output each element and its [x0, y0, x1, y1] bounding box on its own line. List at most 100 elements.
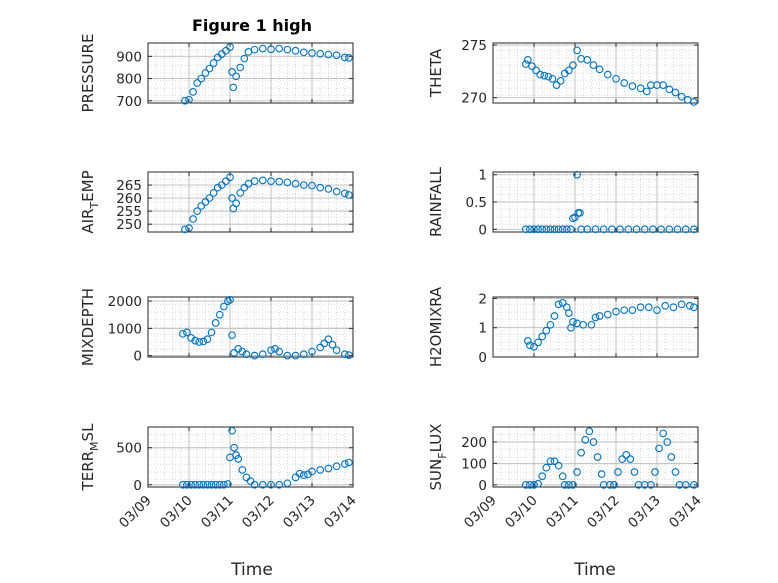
data-point [228, 194, 236, 202]
data-point [230, 443, 238, 452]
data-series [521, 46, 698, 106]
data-point [630, 468, 639, 476]
minor-grid [492, 297, 699, 357]
figure-title: Figure 1 high [192, 16, 312, 35]
y-tick-label: 250 [116, 217, 142, 233]
data-point [610, 481, 618, 489]
data-point [308, 49, 316, 57]
data-point [215, 310, 224, 319]
data-point [554, 225, 563, 234]
data-point [332, 187, 341, 196]
data-point [618, 455, 627, 463]
data-point [189, 215, 197, 223]
data-point [548, 74, 557, 83]
y-tick-label: 0 [478, 350, 487, 366]
subplot-terr-msl: 0 500 TERRMSL 03/09 03/10 03/11 03/12 03/13 03/1… [79, 423, 360, 531]
data-point [644, 303, 653, 312]
data-point [211, 480, 220, 489]
data-point [569, 318, 577, 326]
data-point [291, 179, 300, 188]
data-point [203, 480, 212, 489]
data-point [236, 63, 245, 72]
y-tick-label: 0 [478, 222, 487, 238]
data-point [345, 54, 353, 62]
data-point [538, 472, 547, 481]
data-point [534, 338, 542, 347]
data-point [669, 303, 678, 312]
data-point [340, 189, 349, 198]
subplot-theta: 270 275 THETA [427, 38, 699, 107]
data-point [534, 479, 542, 488]
data-point [324, 185, 333, 193]
data-point [659, 429, 668, 438]
data-point [665, 85, 674, 94]
y-axis-label-main: MIXDEPTH [79, 288, 97, 366]
data-point [222, 177, 230, 185]
y-axis-label-subscript: M [88, 441, 101, 451]
data-point [681, 225, 690, 234]
data-point [316, 49, 325, 58]
y-tick-label: 0.5 [466, 195, 487, 211]
x-tick-label: 03/10 [502, 493, 541, 532]
data-point [636, 303, 645, 312]
data-point [655, 444, 663, 453]
data-point [234, 455, 243, 463]
data-point [620, 79, 629, 87]
axes-box [492, 426, 699, 488]
data-point [332, 51, 341, 60]
data-point [195, 338, 204, 346]
data-point [187, 480, 195, 489]
data-point [573, 46, 581, 55]
minor-grid [492, 43, 699, 103]
subplot-h2omixra: 0 1 2 H2OMIXRA [427, 286, 699, 367]
data-point [189, 88, 197, 96]
y-tick-label: 800 [116, 72, 142, 88]
y-axis-label-suffix: LUX [427, 424, 445, 453]
data-point [193, 79, 202, 87]
data-point [526, 225, 534, 234]
data-point [603, 70, 612, 79]
data-point [228, 68, 236, 76]
data-point [589, 438, 598, 446]
data-point [207, 328, 216, 337]
data-point [685, 301, 694, 310]
major-grid [148, 427, 353, 487]
data-point [546, 320, 555, 329]
data-point [626, 455, 635, 463]
y-tick-label: 0 [133, 478, 142, 494]
y-tick-label: 0 [478, 478, 487, 494]
data-point [583, 55, 592, 64]
x-tick-label: 03/10 [157, 493, 196, 532]
data-point [530, 225, 538, 234]
data-point [554, 461, 563, 470]
data-series [179, 426, 353, 489]
data-point [632, 225, 641, 234]
data-point [569, 481, 577, 489]
subplot-grid: 700 800 900 PRESSURE 270 275 THETA 250255260265… [79, 34, 705, 532]
major-grid [493, 43, 698, 103]
data-point [536, 70, 545, 79]
y-axis-label: H2OMIXRA [427, 286, 445, 367]
y-tick-label: 0 [133, 349, 142, 365]
data-point [332, 346, 341, 355]
data-point [332, 462, 341, 471]
data-point [521, 225, 530, 234]
x-tick-label: 03/11 [198, 493, 237, 532]
data-point [275, 480, 284, 489]
data-point [640, 225, 649, 234]
data-point [211, 319, 220, 327]
data-point [230, 349, 238, 357]
subplot-sun-flux: 0 100 200 SUNFLUX 03/09 03/10 03/11 03/12 03/13 0… [427, 424, 705, 532]
data-point [646, 481, 655, 489]
data-point [193, 207, 202, 215]
data-point [622, 451, 631, 459]
data-point [275, 177, 284, 186]
data-point [595, 312, 604, 320]
y-axis-label: RAINFALL [427, 166, 445, 237]
data-point [181, 225, 189, 234]
data-point [299, 471, 308, 479]
data-series [179, 295, 353, 360]
data-point [258, 350, 267, 359]
data-point [661, 301, 670, 310]
data-point [222, 46, 230, 55]
